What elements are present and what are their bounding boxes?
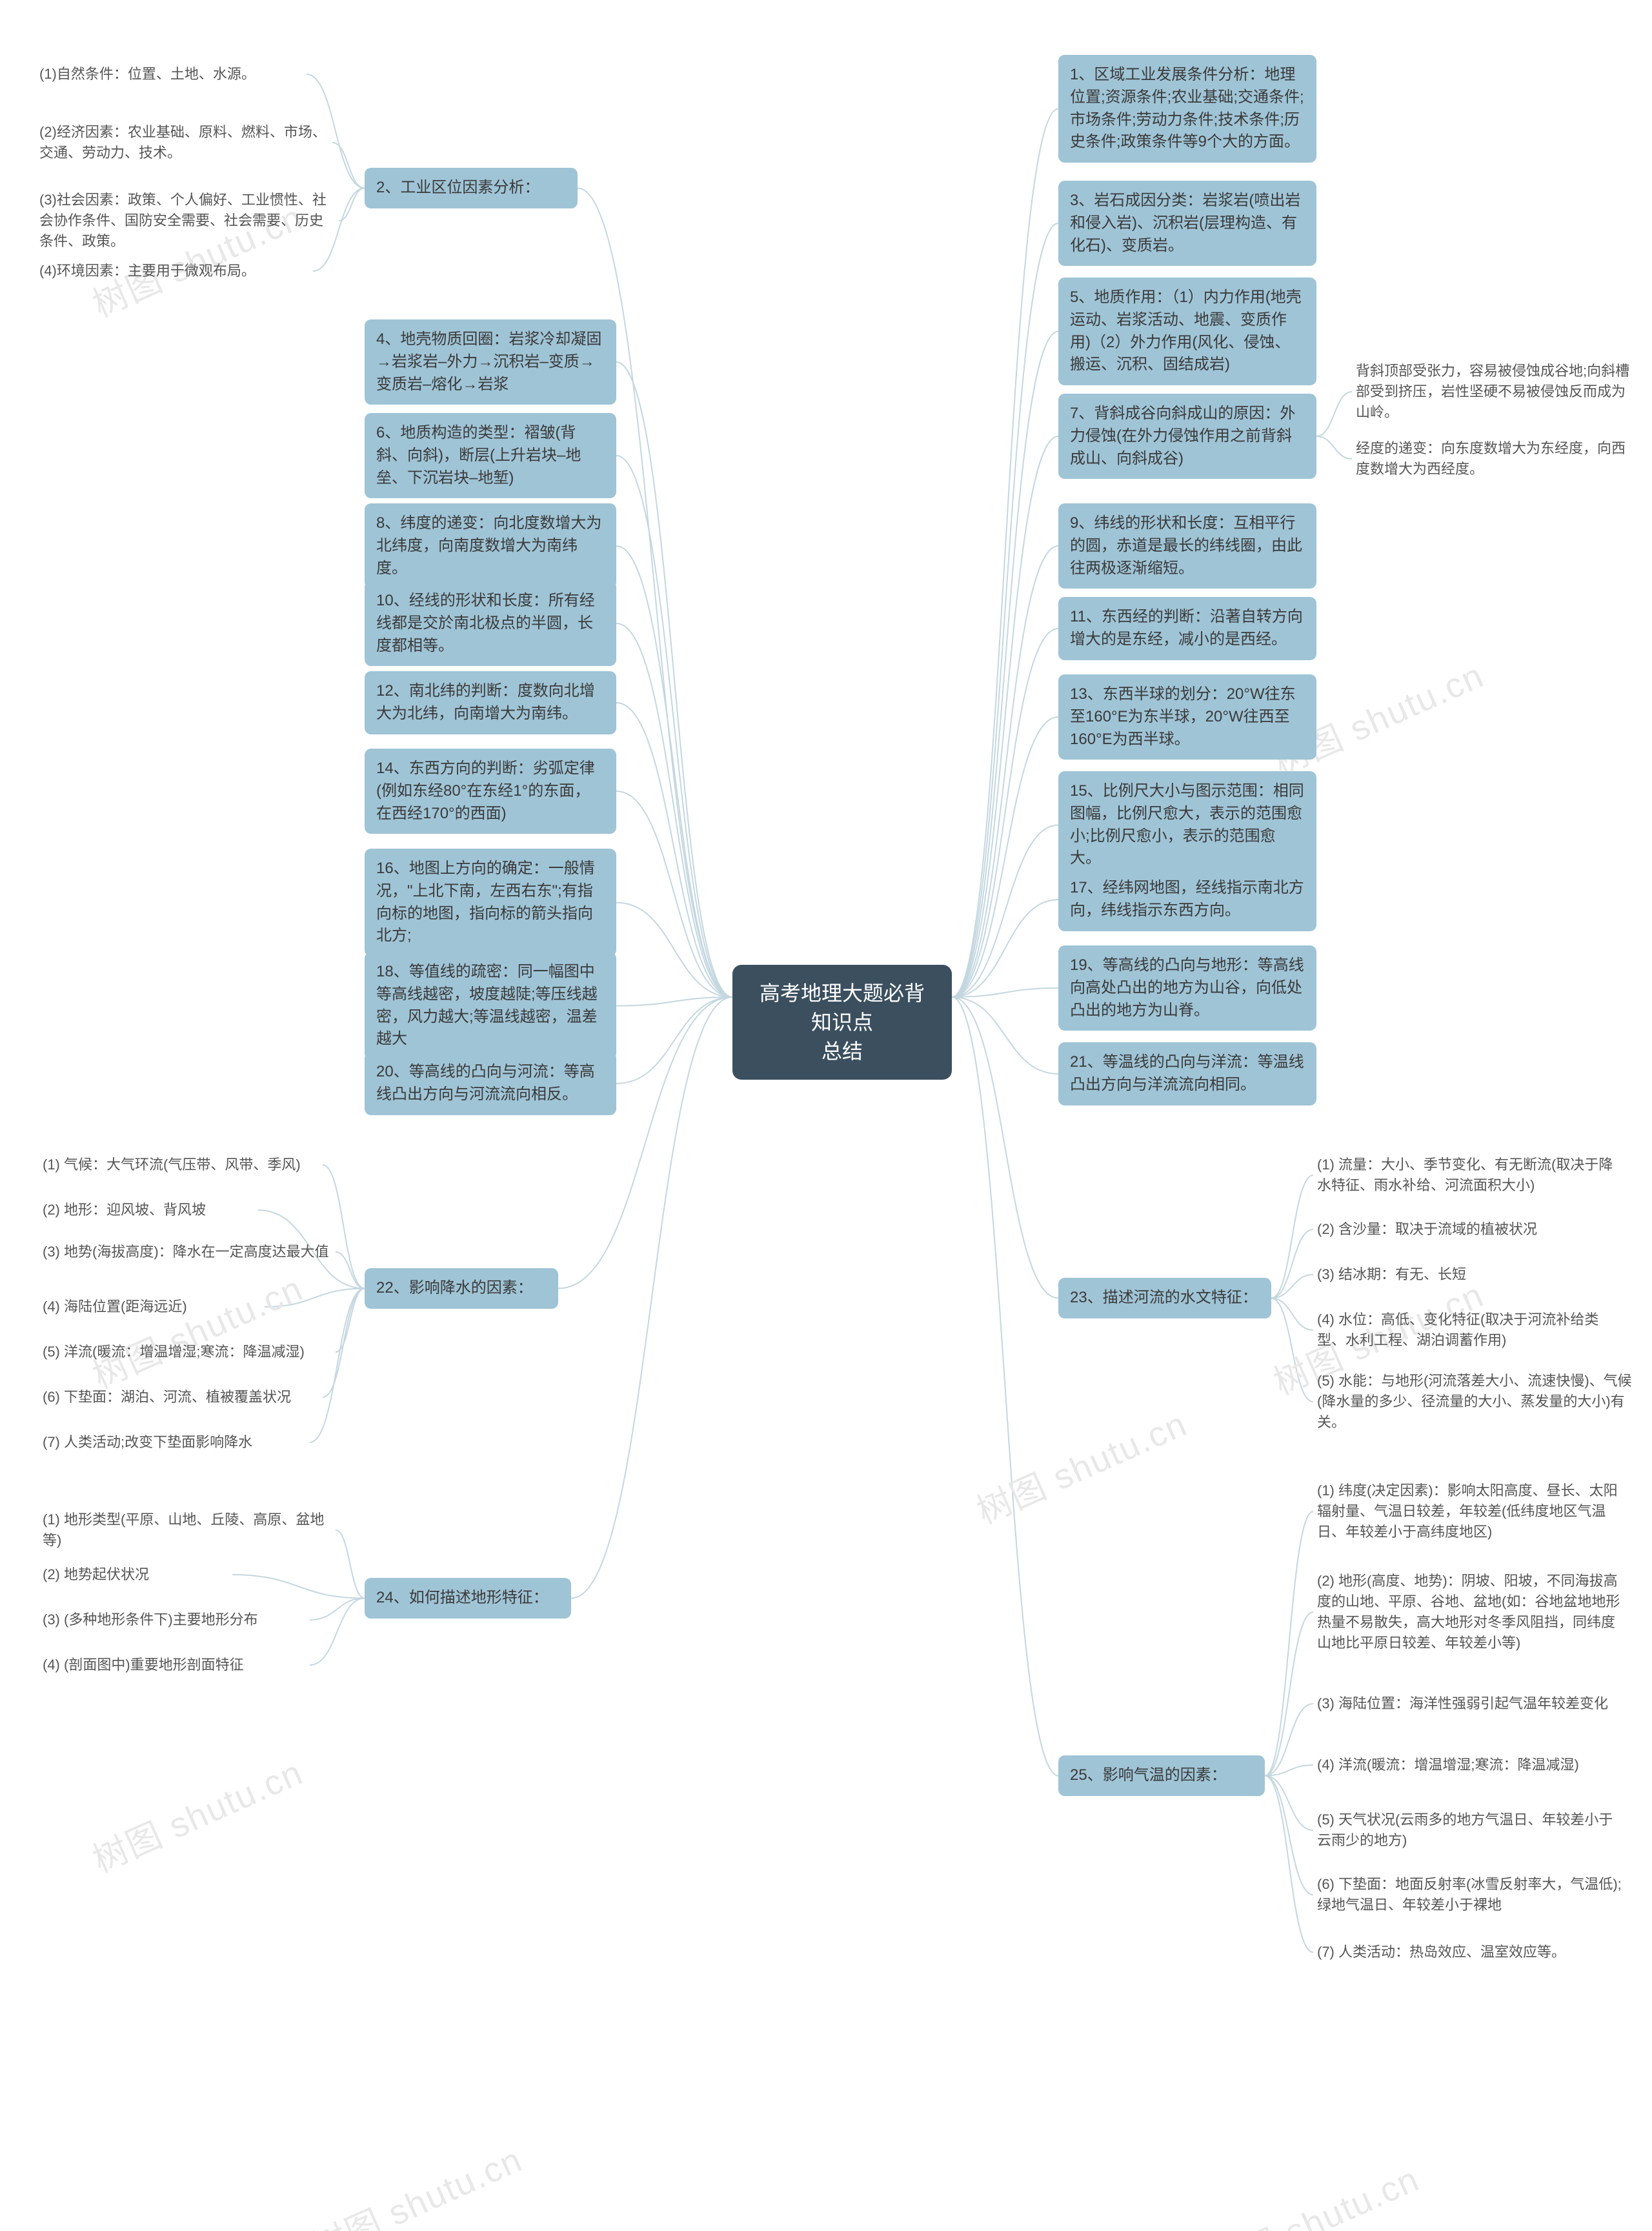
branch-b9: 9、纬线的形状和长度：互相平行的圆，赤道是最长的纬线圈，由此往两极逐渐缩短。 xyxy=(1058,503,1316,589)
leaf-b24b: (2) 地势起伏状况 xyxy=(39,1562,232,1588)
leaf-b23c: (3) 结冰期：有无、长短 xyxy=(1313,1262,1520,1287)
leaf-b23e: (5) 水能：与地形(河流落差大小、流速快慢)、气候(降水量的多少、径流量的大小… xyxy=(1313,1368,1636,1435)
branch-b23: 23、描述河流的水文特征： xyxy=(1058,1278,1271,1318)
branch-b14: 14、东西方向的判断：劣弧定律(例如东经80°在东经1°的东面，在西经170°的… xyxy=(365,749,616,834)
branch-b20: 20、等高线的凸向与河流：等高线凸出方向与河流流向相反。 xyxy=(365,1052,616,1115)
branch-b6: 6、地质构造的类型：褶皱(背斜、向斜)，断层(上升岩块–地垒、下沉岩块–地堑) xyxy=(365,413,616,498)
leaf-b22c: (3) 地势(海拔高度)：降水在一定高度达最大值 xyxy=(39,1239,336,1265)
leaf-b2b: (2)经济因素：农业基础、原料、燃料、市场、交通、劳动力、技术。 xyxy=(35,119,332,166)
branch-b18: 18、等值线的疏密：同一幅图中等高线越密，坡度越陡;等压线越密，风力越大;等温线… xyxy=(365,952,616,1060)
leaf-b25d: (4) 洋流(暖流：增温增湿;寒流：降温减湿) xyxy=(1313,1752,1617,1778)
branch-b2: 2、工业区位因素分析： xyxy=(365,168,578,208)
branch-b17: 17、经纬网地图，经线指示南北方向，纬线指示东西方向。 xyxy=(1058,868,1316,931)
watermark: 树图 shutu.cn xyxy=(83,1260,310,1398)
watermark: 树图 shutu.cn xyxy=(1200,2150,1426,2231)
leaf-b25g: (7) 人类活动：热岛效应、温室效应等。 xyxy=(1313,1939,1597,1965)
leaf-b24a: (1) 地形类型(平原、山地、丘陵、高原、盆地等) xyxy=(39,1507,336,1553)
branch-b1: 1、区域工业发展条件分析：地理位置;资源条件;农业基础;交通条件;市场条件;劳动… xyxy=(1058,55,1316,163)
leaf-b22a: (1) 气候：大气环流(气压带、风带、季风) xyxy=(39,1152,323,1178)
branch-b11: 11、东西经的判断：沿著自转方向增大的是东经，减小的是西经。 xyxy=(1058,597,1316,660)
leaf-b25e: (5) 天气状况(云雨多的地方气温日、年较差小于云雨少的地方) xyxy=(1313,1807,1629,1853)
branch-b25: 25、影响气温的因素： xyxy=(1058,1755,1265,1796)
branch-b12: 12、南北纬的判断：度数向北增大为北纬，向南增大为南纬。 xyxy=(365,671,616,734)
center-node: 高考地理大题必背知识点 总结 xyxy=(732,965,952,1080)
leaf-b25b: (2) 地形(高度、地势)：阴坡、阳坡，不同海拔高度的山地、平原、谷地、盆地(如… xyxy=(1313,1568,1629,1656)
branch-b21: 21、等温线的凸向与洋流：等温线凸出方向与洋流流向相同。 xyxy=(1058,1042,1316,1105)
leaf-b7b: 经度的递变：向东度数增大为东经度，向西度数增大为西经度。 xyxy=(1352,436,1636,482)
branch-b5: 5、地质作用：（1）内力作用(地壳运动、岩浆活动、地震、变质作用)（2）外力作用… xyxy=(1058,278,1316,385)
watermark: 树图 shutu.cn xyxy=(303,2131,529,2231)
branch-b15: 15、比例尺大小与图示范围：相同图幅，比例尺愈大，表示的范围愈小;比例尺愈小，表… xyxy=(1058,771,1316,879)
branch-b22: 22、影响降水的因素： xyxy=(365,1268,558,1309)
leaf-b7a: 背斜顶部受张力，容易被侵蚀成谷地;向斜槽部受到挤压，岩性坚硬不易被侵蚀反而成为山… xyxy=(1352,358,1636,425)
leaf-b24c: (3) (多种地形条件下)主要地形分布 xyxy=(39,1607,310,1633)
leaf-b2c: (3)社会因素：政策、个人偏好、工业惯性、社会协作条件、国防安全需要、社会需要、… xyxy=(35,187,339,254)
leaf-b25f: (6) 下垫面：地面反射率(冰雪反射率大，气温低);绿地气温日、年较差小于裸地 xyxy=(1313,1872,1629,1918)
leaf-b23b: (2) 含沙量：取决于流域的植被状况 xyxy=(1313,1216,1584,1242)
leaf-b25a: (1) 纬度(决定因素)：影响太阳高度、昼长、太阳辐射量、气温日较差，年较差(低… xyxy=(1313,1478,1629,1545)
branch-b19: 19、等高线的凸向与地形：等高线向高处凸出的地方为山谷，向低处凸出的地方为山脊。 xyxy=(1058,945,1316,1031)
leaf-b25c: (3) 海陆位置：海洋性强弱引起气温年较差变化 xyxy=(1313,1691,1617,1717)
branch-b16: 16、地图上方向的确定：一般情况，"上北下南，左西右东";有指向标的地图，指向标… xyxy=(365,849,616,956)
leaf-b2a: (1)自然条件：位置、土地、水源。 xyxy=(35,61,307,87)
branch-b4: 4、地壳物质回圈：岩浆冷却凝固→岩浆岩–外力→沉积岩–变质→变质岩–熔化→岩浆 xyxy=(365,319,616,405)
branch-b10: 10、经线的形状和长度：所有经线都是交於南北极点的半圆，长度都相等。 xyxy=(365,581,616,666)
branch-b13: 13、东西半球的划分：20°W往东至160°E为东半球，20°W往西至160°E… xyxy=(1058,674,1316,760)
mindmap-canvas: 树图 shutu.cn 树图 shutu.cn 树图 shutu.cn 树图 shut… xyxy=(0,0,1652,2231)
branch-b3: 3、岩石成因分类：岩浆岩(喷出岩和侵入岩)、沉积岩(层理构造、有化石)、变质岩。 xyxy=(1058,181,1316,266)
leaf-b22f: (6) 下垫面：湖泊、河流、植被覆盖状况 xyxy=(39,1384,323,1410)
leaf-b24d: (4) (剖面图中)重要地形剖面特征 xyxy=(39,1652,310,1678)
leaf-b23a: (1) 流量：大小、季节变化、有无断流(取决于降水特征、雨水补给、河流面积大小) xyxy=(1313,1152,1623,1198)
leaf-b22g: (7) 人类活动;改变下垫面影响降水 xyxy=(39,1429,310,1455)
leaf-b22b: (2) 地形：迎风坡、背风坡 xyxy=(39,1197,258,1223)
leaf-b2d: (4)环境因素：主要用于微观布局。 xyxy=(35,258,313,284)
leaf-b22d: (4) 海陆位置(距海远近) xyxy=(39,1294,265,1320)
watermark: 树图 shutu.cn xyxy=(967,1395,1194,1533)
leaf-b22e: (5) 洋流(暖流：增温增湿;寒流：降温减湿) xyxy=(39,1339,336,1365)
watermark: 树图 shutu.cn xyxy=(83,1744,310,1882)
branch-b24: 24、如何描述地形特征： xyxy=(365,1578,571,1619)
leaf-b23d: (4) 水位：高低、变化特征(取决于河流补给类型、水利工程、湖泊调蓄作用) xyxy=(1313,1307,1617,1353)
branch-b7: 7、背斜成谷向斜成山的原因：外力侵蚀(在外力侵蚀作用之前背斜成山、向斜成谷) xyxy=(1058,394,1316,479)
branch-b8: 8、纬度的递变：向北度数增大为北纬度，向南度数增大为南纬度。 xyxy=(365,503,616,589)
